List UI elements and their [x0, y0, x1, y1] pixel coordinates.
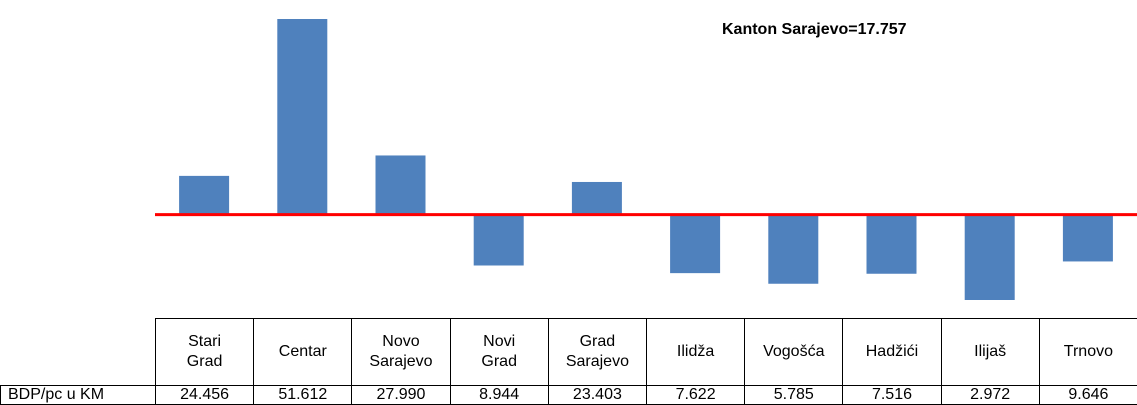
plot-area: Kanton Sarajevo=17.757: [155, 19, 1137, 300]
category-label: Ilidža: [676, 343, 715, 360]
value-cell: 5.785: [744, 385, 844, 405]
bar: [179, 175, 230, 215]
category-cell: Ilijaš: [940, 318, 1040, 386]
bar: [473, 214, 524, 266]
category-cell: Vogošća: [744, 318, 844, 386]
category-label: Stari Grad: [186, 333, 223, 370]
category-label: Centar: [278, 343, 327, 360]
bar: [571, 181, 622, 215]
bar: [277, 19, 328, 215]
category-label: Hadžići: [865, 343, 919, 360]
value-cell: 27.990: [351, 385, 451, 405]
category-cell: Trnovo: [1038, 318, 1137, 386]
value-cell: 7.622: [646, 385, 746, 405]
value-cell: 51.612: [253, 385, 353, 405]
value-cell: 8.944: [449, 385, 549, 405]
category-label: Novi Grad: [481, 333, 517, 370]
category-cell: Hadžići: [842, 318, 942, 386]
category-cell: Ilidža: [646, 318, 746, 386]
bar: [375, 155, 426, 215]
category-label: Novo Sarajevo: [369, 333, 433, 370]
category-label: Vogošća: [763, 343, 825, 360]
legend-cell: BDP/pc u KM: [0, 385, 156, 405]
bar: [866, 214, 917, 274]
category-label: Trnovo: [1063, 343, 1113, 360]
category-label: Grad Sarajevo: [565, 333, 629, 370]
bar: [1062, 214, 1113, 262]
category-cell: Stari Grad: [155, 318, 255, 386]
category-cell: Grad Sarajevo: [547, 318, 647, 386]
bar: [670, 214, 721, 274]
reference-label: Kanton Sarajevo=17.757: [722, 21, 907, 38]
value-cell: 9.646: [1038, 385, 1137, 405]
bar: [768, 214, 819, 284]
value-cell: 24.456: [155, 385, 255, 405]
category-cell: Novi Grad: [449, 318, 549, 386]
bar: [964, 214, 1015, 300]
legend-label: BDP/pc u KM: [8, 386, 105, 403]
category-cell: Novo Sarajevo: [351, 318, 451, 386]
value-cell: 23.403: [547, 385, 647, 405]
value-cell: 7.516: [842, 385, 942, 405]
category-cell: Centar: [253, 318, 353, 386]
value-cell: 2.972: [940, 385, 1040, 405]
category-label: Ilijaš: [974, 343, 1007, 360]
